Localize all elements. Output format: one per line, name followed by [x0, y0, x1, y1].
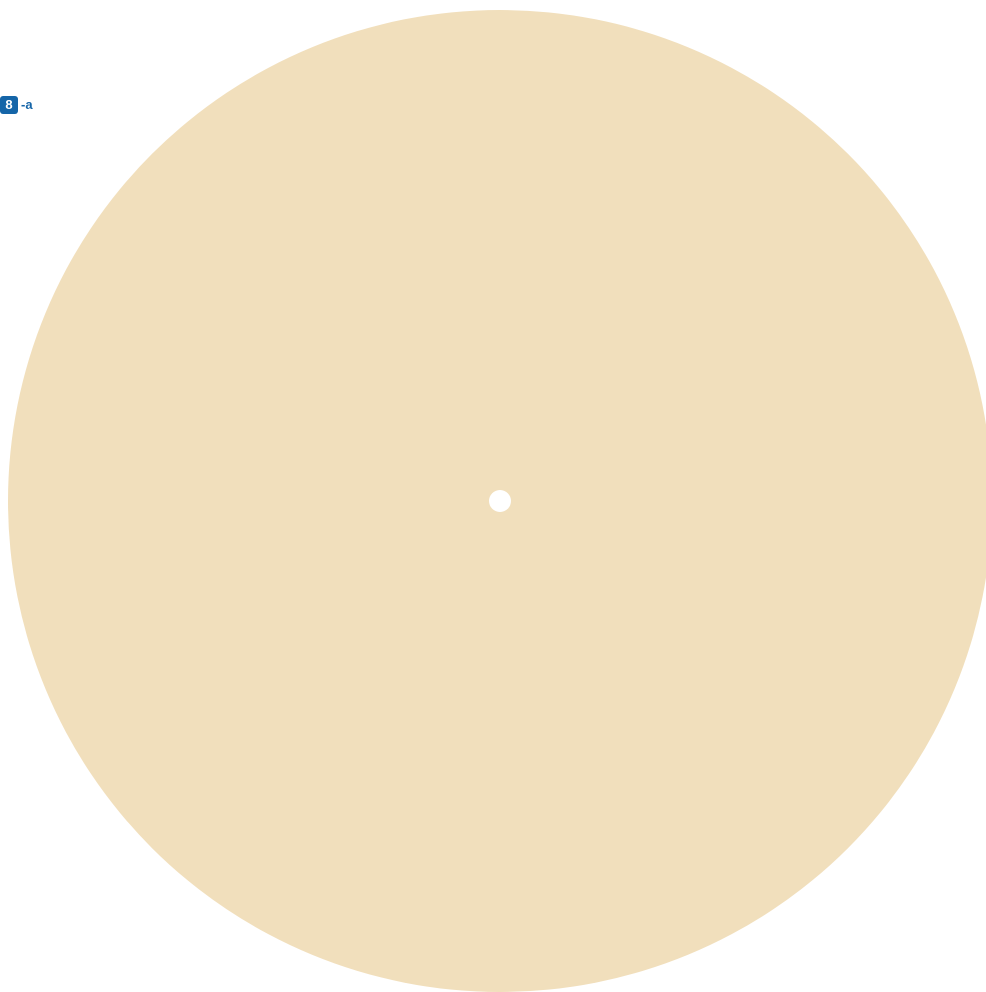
figure-suffix: -a: [21, 97, 33, 112]
figure-number-badge: 8: [0, 96, 18, 114]
center-hole-icon: [489, 490, 511, 512]
figure-label: 8 -a: [0, 96, 33, 114]
